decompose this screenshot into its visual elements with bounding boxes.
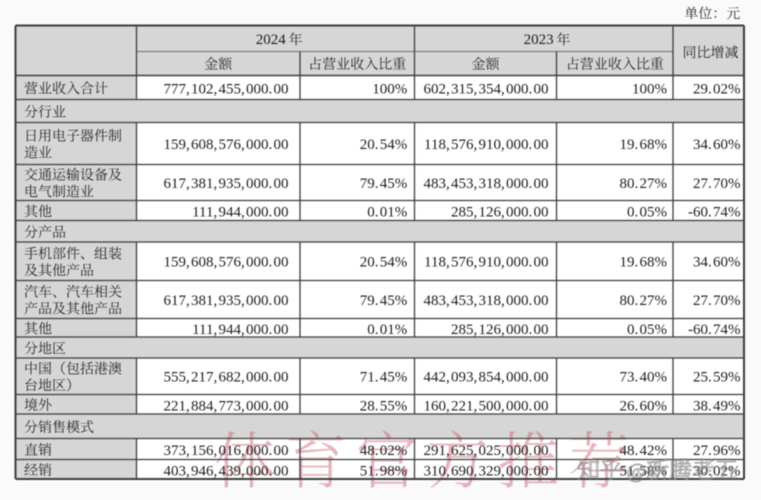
svg-text:483, 453, 318, 000. 00: 483, 453, 318, 000. 00 bbox=[423, 176, 548, 192]
svg-text:310, 690, 329, 000. 00: 310, 690, 329, 000. 00 bbox=[423, 463, 548, 479]
svg-text:159, 608, 576, 000. 00: 159, 608, 576, 000. 00 bbox=[163, 255, 288, 271]
svg-text:118, 576, 910, 000. 00: 118, 576, 910, 000. 00 bbox=[424, 255, 548, 271]
svg-text:0. 01%: 0. 01% bbox=[367, 205, 407, 221]
svg-text:285, 126, 000. 00: 285, 126, 000. 00 bbox=[451, 322, 549, 338]
svg-text:38. 49%: 38. 49% bbox=[693, 398, 741, 414]
svg-text:29. 02%: 29. 02% bbox=[693, 82, 741, 98]
svg-text:80. 27%: 80. 27% bbox=[620, 176, 668, 192]
svg-text:34. 60%: 34. 60% bbox=[693, 137, 741, 153]
svg-text:26. 60%: 26. 60% bbox=[620, 398, 668, 414]
svg-text:111, 944, 000. 00: 111, 944, 000. 00 bbox=[192, 322, 288, 338]
svg-text:27. 70%: 27. 70% bbox=[693, 176, 741, 192]
svg-text:555, 217, 682, 000. 00: 555, 217, 682, 000. 00 bbox=[163, 370, 288, 386]
svg-text:617, 381, 935, 000. 00: 617, 381, 935, 000. 00 bbox=[163, 293, 288, 309]
svg-text:48. 02%: 48. 02% bbox=[360, 443, 408, 459]
svg-text:118, 576, 910, 000. 00: 118, 576, 910, 000. 00 bbox=[424, 137, 548, 153]
svg-text:100%: 100% bbox=[632, 82, 667, 98]
svg-text:483, 453, 318, 000. 00: 483, 453, 318, 000. 00 bbox=[423, 293, 548, 309]
svg-text:373, 156, 016, 000. 00: 373, 156, 016, 000. 00 bbox=[163, 443, 288, 459]
svg-text:0. 01%: 0. 01% bbox=[367, 322, 407, 338]
svg-text:19. 68%: 19. 68% bbox=[620, 137, 668, 153]
svg-text:80. 27%: 80. 27% bbox=[620, 293, 668, 309]
svg-text:2023: 2023 bbox=[524, 32, 554, 48]
svg-text:73. 40%: 73. 40% bbox=[620, 370, 668, 386]
svg-text:777, 102, 455, 000. 00: 777, 102, 455, 000. 00 bbox=[163, 82, 288, 98]
svg-text:617, 381, 935, 000. 00: 617, 381, 935, 000. 00 bbox=[163, 176, 288, 192]
svg-text:@: @ bbox=[627, 459, 646, 483]
svg-text:79. 45%: 79. 45% bbox=[360, 293, 408, 309]
svg-text:602, 315, 354, 000. 00: 602, 315, 354, 000. 00 bbox=[423, 82, 548, 98]
svg-text:20. 54%: 20. 54% bbox=[360, 255, 408, 271]
svg-text:160, 221, 500, 000. 00: 160, 221, 500, 000. 00 bbox=[423, 398, 548, 414]
svg-text:403, 946, 439, 000. 00: 403, 946, 439, 000. 00 bbox=[163, 463, 288, 479]
svg-text:111, 944, 000. 00: 111, 944, 000. 00 bbox=[192, 205, 288, 221]
svg-text:25. 59%: 25. 59% bbox=[693, 370, 741, 386]
svg-text:-60. 74%: -60. 74% bbox=[688, 322, 741, 338]
svg-text:0. 05%: 0. 05% bbox=[627, 322, 667, 338]
svg-text:100%: 100% bbox=[372, 82, 407, 98]
svg-text:20. 54%: 20. 54% bbox=[360, 137, 408, 153]
svg-text:291, 625, 025, 000. 00: 291, 625, 025, 000. 00 bbox=[423, 443, 548, 459]
svg-text:79. 45%: 79. 45% bbox=[360, 176, 408, 192]
svg-text:71. 45%: 71. 45% bbox=[360, 370, 408, 386]
svg-text:-60. 74%: -60. 74% bbox=[688, 205, 741, 221]
svg-text:0. 05%: 0. 05% bbox=[627, 205, 667, 221]
svg-text:51. 98%: 51. 98% bbox=[360, 463, 408, 479]
svg-text:27. 70%: 27. 70% bbox=[693, 293, 741, 309]
svg-text:34. 60%: 34. 60% bbox=[693, 255, 741, 271]
svg-text:19. 68%: 19. 68% bbox=[620, 255, 668, 271]
svg-text:2024: 2024 bbox=[256, 32, 287, 48]
svg-text:221, 884, 773, 000. 00: 221, 884, 773, 000. 00 bbox=[163, 398, 288, 414]
svg-text:28. 55%: 28. 55% bbox=[360, 398, 408, 414]
svg-text:27. 96%: 27. 96% bbox=[693, 443, 741, 459]
svg-text:442, 093, 854, 000. 00: 442, 093, 854, 000. 00 bbox=[423, 370, 548, 386]
svg-text:159, 608, 576, 000. 00: 159, 608, 576, 000. 00 bbox=[163, 137, 288, 153]
svg-text:48. 42%: 48. 42% bbox=[620, 443, 668, 459]
svg-text:285, 126, 000. 00: 285, 126, 000. 00 bbox=[451, 205, 549, 221]
